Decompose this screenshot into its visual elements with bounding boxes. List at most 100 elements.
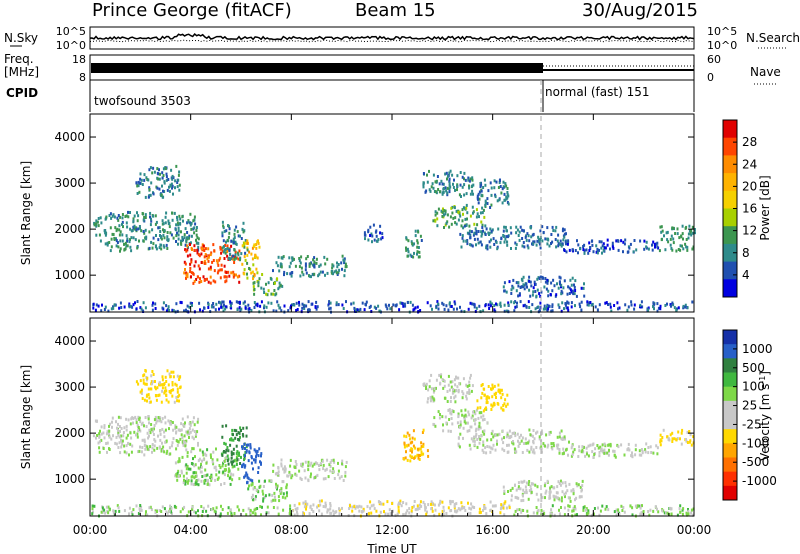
velocity-cell xyxy=(105,442,108,445)
velocity-cell xyxy=(523,442,526,445)
power-cell xyxy=(469,192,472,196)
power-cell xyxy=(350,302,353,306)
velocity-cell xyxy=(405,511,408,515)
power-cell xyxy=(471,176,474,180)
power-cell xyxy=(151,228,154,232)
velocity-cell xyxy=(411,440,414,444)
power-cell xyxy=(277,287,280,291)
power-cell xyxy=(459,214,462,218)
power-cell xyxy=(108,241,111,244)
power-cell xyxy=(177,223,180,227)
power-cell xyxy=(248,267,251,270)
velocity-cell xyxy=(171,421,174,424)
power-cell xyxy=(436,211,439,215)
power-cell xyxy=(175,164,178,168)
power-cell xyxy=(246,261,249,265)
freq-trace xyxy=(91,63,694,73)
power-cell xyxy=(221,234,224,238)
power-cell xyxy=(263,306,265,310)
velocity-cell xyxy=(550,445,553,449)
power-cell xyxy=(420,239,423,242)
power-cell xyxy=(452,216,455,220)
velocity-cell xyxy=(484,506,487,510)
power-cell xyxy=(170,182,173,186)
power-cell xyxy=(124,241,127,245)
velocity-cell xyxy=(634,448,637,452)
velocity-cell xyxy=(335,510,338,514)
power-cell xyxy=(520,285,523,289)
power-cell xyxy=(139,306,142,310)
power-cell xyxy=(133,224,136,228)
velocity-cell xyxy=(528,439,531,443)
power-cell xyxy=(552,229,555,232)
power-cell xyxy=(504,182,507,186)
velocity-cell xyxy=(227,474,229,478)
velocity-cell xyxy=(406,458,409,462)
velocity-cell xyxy=(535,506,538,509)
power-cell xyxy=(172,236,175,240)
velocity-cell xyxy=(638,504,640,508)
velocity-cell xyxy=(387,512,390,516)
power-cell xyxy=(456,184,459,188)
velocity-cell xyxy=(532,448,535,452)
velocity-cell xyxy=(313,476,315,480)
velocity-cell xyxy=(474,412,477,416)
power-cell xyxy=(665,231,668,235)
power-cell xyxy=(250,308,253,312)
power-cell xyxy=(329,306,332,310)
velocity-cell xyxy=(383,510,385,514)
power-cell xyxy=(304,268,307,272)
velocity-cell xyxy=(485,512,488,516)
velocity-cell xyxy=(627,442,630,446)
velocity-cell xyxy=(215,506,218,510)
velocity-cell xyxy=(563,435,566,439)
time-tick-label: 20:00 xyxy=(576,523,611,537)
velocity-echo-region-15 xyxy=(291,499,511,518)
velocity-cell xyxy=(546,445,549,449)
velocity-cell xyxy=(503,449,506,453)
power-cell xyxy=(473,305,476,309)
power-cell xyxy=(251,257,254,261)
velocity-cell xyxy=(169,504,172,508)
velocity-cell xyxy=(442,429,445,433)
velocity-cell xyxy=(143,424,145,428)
velocity-cell xyxy=(450,417,453,420)
velocity-cell xyxy=(146,393,149,397)
power-cell xyxy=(589,301,592,304)
velocity-cell xyxy=(518,508,521,512)
power-cell xyxy=(409,253,412,257)
velocity-cell xyxy=(301,464,304,468)
velocity-cell xyxy=(140,422,143,426)
power-cell xyxy=(609,302,612,306)
velocity-cell xyxy=(420,441,423,445)
power-cell xyxy=(300,266,303,270)
velocity-cell xyxy=(252,467,254,471)
velocity-cell xyxy=(493,504,496,508)
velocity-cell xyxy=(369,506,372,510)
velocity-cell xyxy=(662,428,665,432)
velocity-cell xyxy=(206,482,209,486)
power-cell xyxy=(302,305,305,309)
power-cell xyxy=(466,242,469,246)
power-cell xyxy=(471,189,474,193)
power-cell xyxy=(534,290,537,293)
velocity-cell xyxy=(202,453,205,457)
power-cell xyxy=(189,270,192,273)
power-cell xyxy=(686,306,689,310)
power-echo-region-13 xyxy=(502,275,586,299)
colorbar-tick-label: 24 xyxy=(742,157,757,171)
power-cell xyxy=(513,309,516,313)
power-cell xyxy=(200,252,203,256)
power-cell xyxy=(588,249,591,252)
velocity-cell xyxy=(149,431,152,435)
power-cell xyxy=(136,300,139,303)
power-cell xyxy=(445,304,448,308)
velocity-cell xyxy=(250,496,253,499)
velocity-cell xyxy=(117,446,120,449)
velocity-cell xyxy=(145,378,148,382)
power-cell xyxy=(475,208,478,212)
power-cell xyxy=(399,301,402,305)
velocity-cell xyxy=(470,507,473,511)
velocity-cell xyxy=(631,506,634,510)
velocity-cell xyxy=(197,509,199,513)
